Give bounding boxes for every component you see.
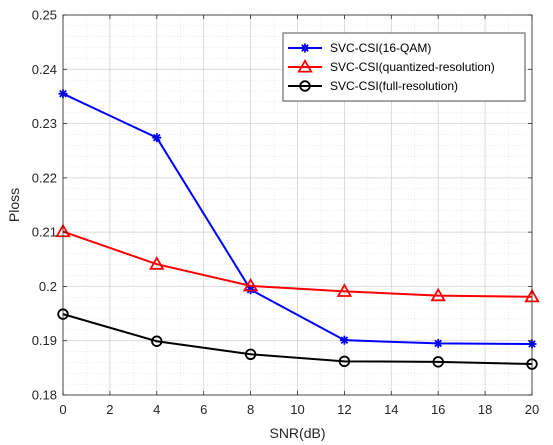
legend-label: SVC-CSI(16-QAM)	[330, 41, 431, 55]
y-tick-label: 0.23	[32, 116, 57, 131]
y-tick-label: 0.19	[32, 333, 57, 348]
legend-label: SVC-CSI(quantized-resolution)	[330, 60, 495, 74]
series-line	[62, 313, 533, 366]
data-point	[336, 283, 353, 297]
marker-stroke	[301, 44, 309, 52]
y-tick-label: 0.25	[32, 8, 57, 23]
y-tick-label: 0.22	[32, 170, 57, 185]
data-point	[149, 256, 165, 270]
legend-label: SVC-CSI(full-resolution)	[330, 79, 458, 93]
legend-box	[282, 32, 526, 102]
legend-marker	[300, 43, 310, 53]
data-point	[339, 335, 349, 345]
x-tick-label: 12	[337, 402, 351, 417]
data-point	[432, 356, 444, 368]
y-tick-label: 0.18	[32, 388, 57, 403]
data-point	[244, 348, 257, 360]
legend-marker	[299, 80, 311, 92]
data-point	[152, 133, 162, 143]
legend-marker	[297, 58, 313, 73]
series-layer	[55, 89, 540, 370]
x-tick-label: 18	[478, 402, 492, 417]
x-tick-label: 2	[106, 402, 113, 417]
ticks	[62, 14, 533, 396]
legend: SVC-CSI(16-QAM) SVC-CSI(quantized-resolut…	[282, 32, 526, 102]
series-line	[62, 230, 533, 298]
data-point	[151, 335, 163, 347]
y-tick-label: 0.2	[39, 279, 57, 294]
x-tick-label: 16	[431, 402, 445, 417]
x-tick-label: 4	[153, 402, 160, 417]
x-tick-label: 20	[525, 402, 539, 417]
marker-stroke	[152, 133, 161, 142]
series-1	[55, 223, 540, 303]
y-axis-title: Ploss	[6, 188, 22, 222]
data-point	[338, 355, 351, 368]
x-tick-label: 6	[200, 402, 207, 417]
marker-stroke	[434, 339, 443, 348]
x-tick-label: 14	[384, 402, 398, 417]
legend-entries: SVC-CSI(16-QAM) SVC-CSI(quantized-resolut…	[288, 41, 495, 93]
series-line	[62, 92, 533, 345]
data-point	[433, 338, 443, 348]
y-tick-label: 0.24	[32, 62, 57, 77]
marker-stroke	[340, 336, 349, 344]
y-tick-label: 0.21	[32, 225, 57, 240]
x-tick-label: 8	[247, 402, 254, 417]
data-point	[430, 287, 446, 302]
x-tick-label: 0	[59, 402, 66, 417]
data-point	[242, 277, 259, 292]
x-axis-title: SNR(dB)	[269, 425, 325, 441]
tick-labels: 0 2 4 6 8 10 12 14 16 18 20 0.18 0.19 0.2 0.21 0.22 0.23…	[32, 8, 540, 418]
x-tick-label: 10	[290, 402, 304, 417]
